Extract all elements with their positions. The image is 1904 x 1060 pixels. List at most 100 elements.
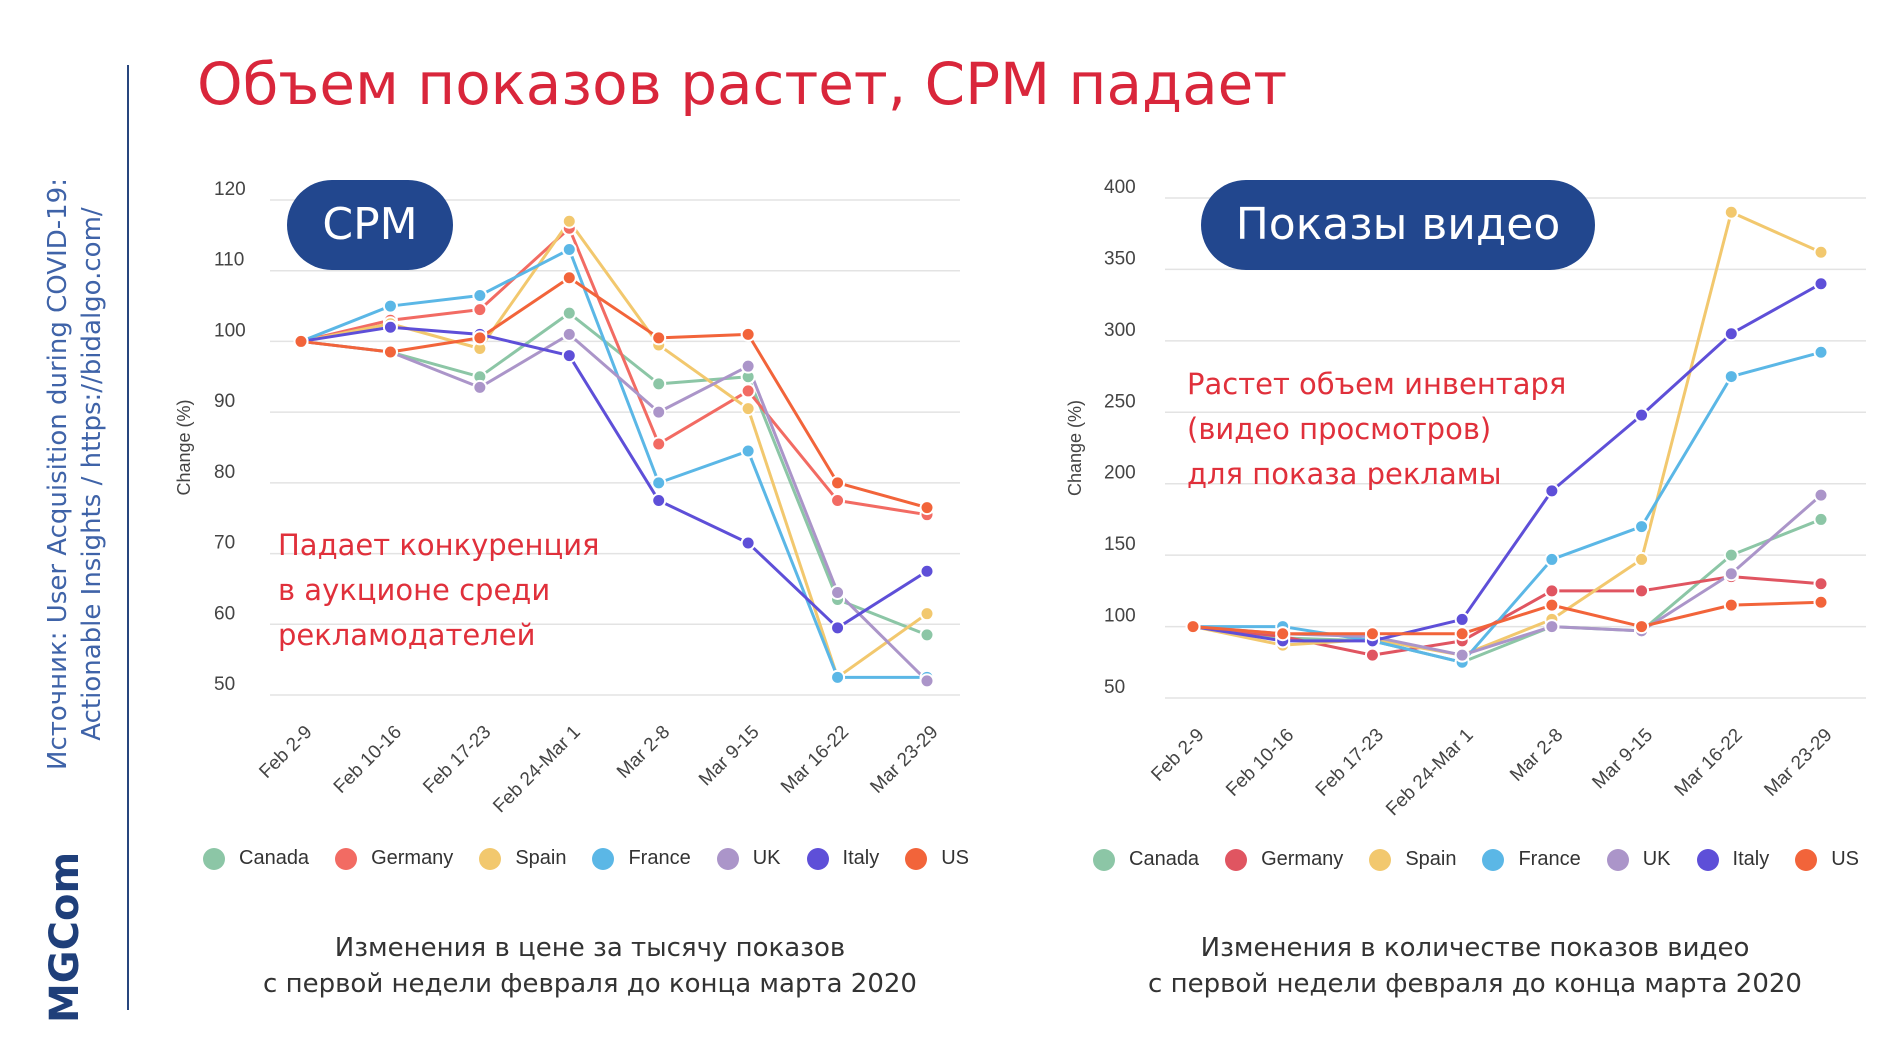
vertical-divider xyxy=(127,65,129,1010)
video-data-point-us xyxy=(1813,594,1829,610)
video-legend: Canada Germany Spain France UK Italy US xyxy=(1093,848,1885,871)
video-series-line-us xyxy=(1192,600,1822,636)
cpm-series-line-germany xyxy=(300,226,928,517)
cpm-legend-swatch xyxy=(905,847,928,870)
video-annotation: Растет объем инвентаря (видео просмотров… xyxy=(1187,362,1566,497)
cpm-data-point-germany xyxy=(830,493,846,509)
video-data-point-spain xyxy=(1813,244,1829,260)
cpm-data-point-us xyxy=(293,333,309,349)
cpm-y-tick-label: 60 xyxy=(214,603,235,624)
video-data-point-italy xyxy=(1454,611,1470,627)
cpm-y-tick-label: 50 xyxy=(214,674,235,695)
cpm-legend-label: Italy xyxy=(842,847,880,869)
cpm-series-line-canada xyxy=(300,311,928,637)
cpm-legend-swatch xyxy=(592,847,615,870)
video-data-point-germany xyxy=(1544,583,1560,599)
video-annotation-line-2: (видео просмотров) xyxy=(1187,412,1492,446)
cpm-data-point-france xyxy=(830,669,846,685)
cpm-data-point-uk xyxy=(472,379,488,395)
video-data-point-canada xyxy=(1723,547,1739,563)
cpm-legend-item-germany: Germany xyxy=(335,847,453,870)
cpm-data-point-spain xyxy=(740,401,756,417)
cpm-data-point-italy xyxy=(830,620,846,636)
cpm-annotation: Падает конкуренция в аукционе среди рекл… xyxy=(278,523,600,658)
video-caption: Изменения в количестве показов видео с п… xyxy=(1105,930,1845,1002)
video-data-point-france xyxy=(1634,519,1650,535)
page-title: Объем показов растет, CPM падает xyxy=(197,50,1288,118)
video-y-tick-label: 300 xyxy=(1104,320,1136,341)
video-data-point-us xyxy=(1544,597,1560,613)
video-legend-item-us: US xyxy=(1795,848,1859,871)
cpm-data-point-spain xyxy=(561,213,577,229)
cpm-legend: Canada Germany Spain France UK Italy US xyxy=(203,847,995,870)
video-y-tick-label: 250 xyxy=(1104,391,1136,412)
video-y-tick-label: 400 xyxy=(1104,177,1136,198)
cpm-annotation-line-3: рекламодателей xyxy=(278,618,536,652)
video-data-point-italy xyxy=(1723,326,1739,342)
cpm-legend-item-us: US xyxy=(905,847,969,870)
cpm-data-point-us xyxy=(382,344,398,360)
cpm-data-point-italy xyxy=(740,535,756,551)
cpm-data-point-canada xyxy=(561,305,577,321)
video-x-tick-label: Mar 9-15 xyxy=(1588,725,1657,794)
video-data-point-germany xyxy=(1813,576,1829,592)
cpm-legend-swatch xyxy=(335,847,358,870)
cpm-legend-swatch xyxy=(203,847,225,870)
video-legend-swatch xyxy=(1369,848,1392,871)
cpm-y-tick-label: 120 xyxy=(214,179,246,200)
video-data-point-germany xyxy=(1634,583,1650,599)
cpm-y-tick-label: 100 xyxy=(214,320,246,341)
cpm-caption-line-2: с первой недели февраля до конца марта 2… xyxy=(263,969,917,999)
video-data-point-us xyxy=(1634,619,1650,635)
video-legend-swatch xyxy=(1606,848,1629,871)
cpm-legend-item-uk: UK xyxy=(716,847,781,870)
cpm-data-point-us xyxy=(740,326,756,342)
cpm-series-line-us xyxy=(300,276,928,510)
video-legend-label: Italy xyxy=(1732,848,1770,870)
cpm-data-point-uk xyxy=(740,358,756,374)
video-legend-item-germany: Germany xyxy=(1225,848,1343,871)
cpm-y-tick-label: 90 xyxy=(214,391,235,412)
video-legend-label: France xyxy=(1518,848,1581,870)
cpm-data-point-uk xyxy=(651,404,667,420)
video-y-tick-label: 350 xyxy=(1104,248,1136,269)
cpm-data-point-us xyxy=(919,500,935,516)
cpm-series-line-france xyxy=(300,248,927,679)
video-legend-item-canada: Canada xyxy=(1093,848,1199,871)
video-y-tick-label: 200 xyxy=(1104,463,1136,484)
cpm-legend-swatch xyxy=(806,847,829,870)
cpm-legend-item-canada: Canada xyxy=(203,847,309,870)
cpm-data-point-france xyxy=(740,443,756,459)
cpm-data-point-france xyxy=(561,242,577,257)
video-x-tick-label: Feb 24-Mar 1 xyxy=(1382,725,1477,820)
video-legend-label: Spain xyxy=(1405,848,1457,870)
cpm-y-tick-label: 70 xyxy=(214,533,235,554)
cpm-legend-item-italy: Italy xyxy=(806,847,880,870)
video-data-point-uk xyxy=(1813,487,1829,503)
video-caption-line-2: с первой недели февраля до конца марта 2… xyxy=(1148,969,1802,999)
cpm-data-point-us xyxy=(830,475,846,491)
cpm-data-point-uk xyxy=(830,584,846,600)
cpm-y-tick-label: 110 xyxy=(214,250,244,271)
video-data-point-italy xyxy=(1813,276,1829,292)
video-data-point-us xyxy=(1723,597,1739,613)
cpm-data-point-uk xyxy=(561,326,577,342)
video-x-tick-label: Mar 23-29 xyxy=(1760,725,1836,801)
video-legend-label: Germany xyxy=(1261,848,1344,870)
cpm-caption-line-1: Изменения в цене за тысячу показов xyxy=(334,933,846,963)
video-data-point-us xyxy=(1364,626,1380,642)
video-y-axis-label: Change (%) xyxy=(1065,400,1085,496)
cpm-legend-label: UK xyxy=(752,847,781,869)
video-data-point-germany xyxy=(1364,647,1380,663)
cpm-annotation-line-2: в аукционе среди xyxy=(278,573,551,607)
video-data-point-us xyxy=(1185,619,1201,635)
video-series-line-spain xyxy=(1192,210,1822,657)
video-annotation-line-1: Растет объем инвентаря xyxy=(1187,367,1567,401)
cpm-legend-item-france: France xyxy=(592,847,691,870)
video-legend-label: US xyxy=(1831,848,1859,870)
video-caption-line-1: Изменения в количестве показов видео xyxy=(1200,933,1750,963)
cpm-series-line-uk xyxy=(300,332,929,682)
video-annotation-line-3: для показа рекламы xyxy=(1187,457,1502,491)
cpm-data-point-canada xyxy=(651,376,667,392)
